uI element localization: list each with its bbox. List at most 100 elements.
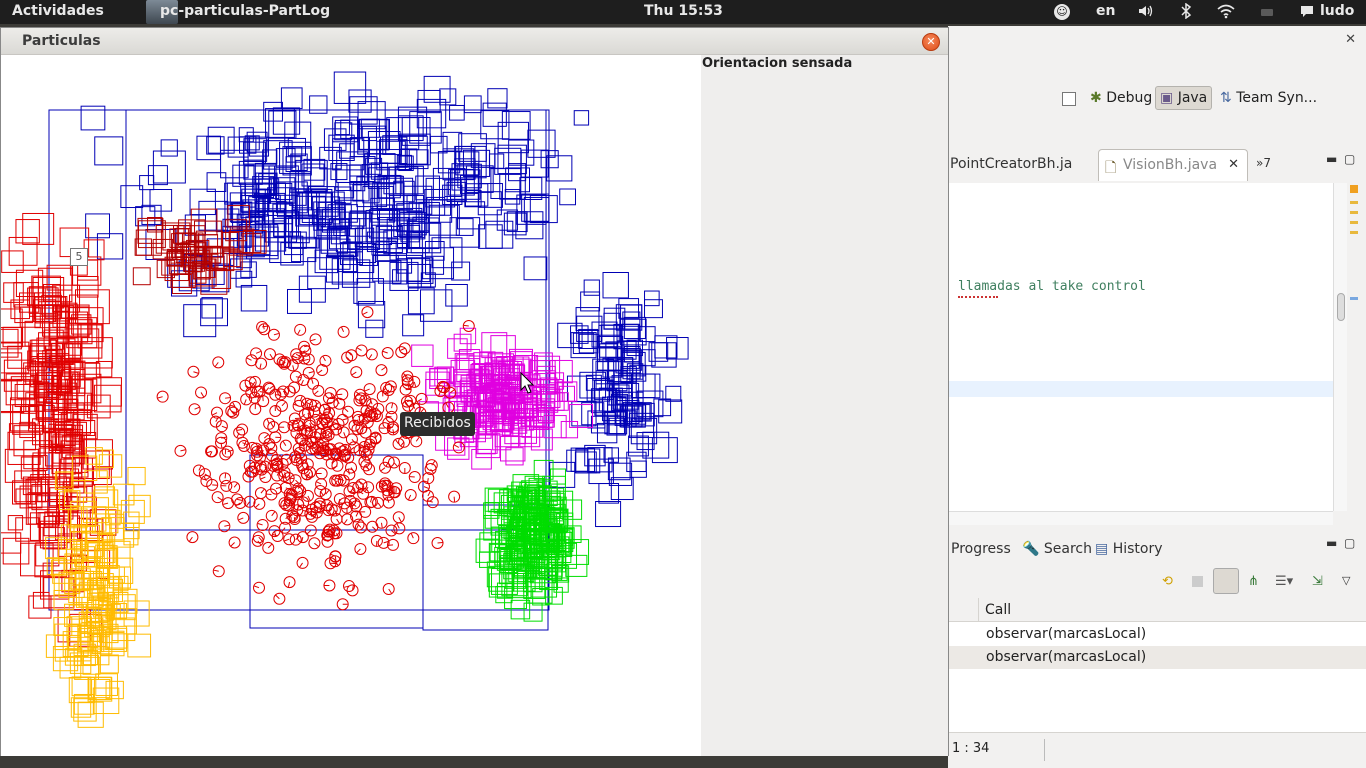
particle-orientation-marker xyxy=(219,392,232,405)
close-tab-icon[interactable]: ✕ xyxy=(1228,157,1240,172)
table-row[interactable]: observar(marcasLocal) xyxy=(948,646,1366,669)
particle-orientation-marker xyxy=(211,491,224,504)
particle-orientation-marker xyxy=(354,521,367,534)
app-menu-button[interactable] xyxy=(132,0,332,24)
ruler-mark[interactable] xyxy=(1350,201,1358,204)
particle-green xyxy=(523,484,541,502)
particle-blue xyxy=(337,181,355,199)
column-separator[interactable] xyxy=(978,598,979,622)
app-menu-label[interactable]: pc-particulas-PartLog xyxy=(160,3,331,19)
callers-toggle-icon[interactable] xyxy=(1213,568,1239,594)
tab-search[interactable]: 🔦 Search xyxy=(1022,541,1092,557)
maximize-icon[interactable]: ▢ xyxy=(1344,536,1356,550)
wifi-icon[interactable] xyxy=(1217,3,1235,23)
scrollbar-thumb[interactable] xyxy=(1337,293,1345,321)
chat-icon[interactable] xyxy=(1299,3,1315,23)
particle-blue xyxy=(587,410,606,429)
editor-horizontal-scrollbar[interactable] xyxy=(948,511,1333,525)
particle-orange xyxy=(110,608,137,635)
particle-orientation-marker xyxy=(291,504,304,517)
stop-icon[interactable] xyxy=(1192,576,1203,587)
particle-orange xyxy=(98,604,114,621)
particle-orientation-marker xyxy=(363,463,376,476)
code-editor[interactable]: llamadas al take control xyxy=(948,183,1333,519)
particle-orange xyxy=(70,697,92,718)
perspective-team-sync[interactable]: ⇅ Team Syn... xyxy=(1220,90,1317,106)
battery-icon[interactable] xyxy=(1261,9,1273,16)
particle-orientation-marker xyxy=(401,374,414,387)
tab-history[interactable]: ▤ History xyxy=(1095,541,1163,557)
minimize-icon[interactable]: ▬ xyxy=(1326,152,1338,166)
particle-blue xyxy=(229,192,260,223)
particle-orange xyxy=(64,603,88,627)
volume-icon[interactable] xyxy=(1137,3,1153,23)
perspective-team-label: Team Syn... xyxy=(1236,90,1318,106)
activities-button[interactable]: Actividades xyxy=(12,3,104,19)
bluetooth-icon[interactable] xyxy=(1180,2,1192,23)
particle-magenta xyxy=(449,392,468,411)
clock[interactable]: Thu 15:53 xyxy=(644,3,723,19)
close-icon[interactable]: ✕ xyxy=(1345,32,1356,47)
call-hierarchy-toolbar: ⟲ ⋔ ☰▾ ⇲ ▽ xyxy=(948,564,1366,598)
particle-magenta xyxy=(483,384,510,411)
particle-blue xyxy=(375,240,397,262)
overview-ruler[interactable] xyxy=(1349,183,1359,513)
particle-orientation-marker xyxy=(258,323,271,336)
editor-vertical-scrollbar[interactable] xyxy=(1333,183,1347,511)
ruler-mark[interactable] xyxy=(1350,211,1358,214)
table-row[interactable]: observar(marcasLocal) xyxy=(948,623,1366,646)
particle-blue xyxy=(262,149,278,165)
more-tabs-button[interactable]: »7 xyxy=(1256,156,1271,170)
particle-blue xyxy=(603,447,619,463)
particle-blue xyxy=(386,117,420,151)
open-perspective-icon[interactable] xyxy=(1062,92,1076,106)
particle-orientation-marker xyxy=(283,576,296,589)
call-cell: observar(marcasLocal) xyxy=(986,649,1147,665)
accessibility-icon[interactable]: ☺ xyxy=(1054,4,1070,20)
particle-blue xyxy=(446,181,467,203)
particle-green xyxy=(483,515,509,541)
particle-canvas[interactable]: 5 Recibidos xyxy=(1,55,701,756)
ruler-mark[interactable] xyxy=(1350,297,1358,300)
particle-orientation-marker xyxy=(379,461,392,474)
particle-orientation-marker xyxy=(407,532,420,545)
tab-vision[interactable]: 🗋 VisionBh.java ✕ xyxy=(1098,149,1249,181)
particle-red xyxy=(197,234,219,255)
particle-red xyxy=(134,238,152,256)
view-menu-icon[interactable]: ▽ xyxy=(1342,574,1351,587)
minimize-icon[interactable]: ▬ xyxy=(1326,536,1338,550)
callees-icon[interactable]: ⋔ xyxy=(1248,574,1259,589)
particle-orange xyxy=(87,579,109,602)
refresh-icon[interactable]: ⟲ xyxy=(1162,574,1173,589)
ruler-mark[interactable] xyxy=(1350,231,1358,234)
tab-pointcreator[interactable]: PointCreatorBh.ja xyxy=(950,156,1073,172)
particle-blue xyxy=(621,351,646,377)
perspective-java[interactable]: ▣ Java xyxy=(1155,86,1213,110)
particle-blue xyxy=(395,254,423,282)
particle-blue xyxy=(244,135,260,151)
particle-orientation-marker xyxy=(384,380,397,393)
particle-blue xyxy=(291,236,317,263)
pin-icon[interactable]: ⇲ xyxy=(1312,574,1323,589)
perspective-debug[interactable]: ✱ Debug xyxy=(1090,90,1152,106)
particle-orange xyxy=(59,491,78,511)
window-titlebar[interactable]: Particulas ✕ xyxy=(1,28,948,55)
particle-orientation-marker xyxy=(365,348,378,361)
tab-progress[interactable]: Progress xyxy=(951,541,1011,557)
particle-orientation-marker xyxy=(398,435,411,448)
call-column-header[interactable]: Call xyxy=(985,602,1012,618)
particle-orientation-marker xyxy=(362,481,375,494)
maximize-icon[interactable]: ▢ xyxy=(1344,152,1356,166)
ruler-mark[interactable] xyxy=(1350,185,1358,193)
layout-menu-icon[interactable]: ☰▾ xyxy=(1275,574,1294,589)
particle-magenta xyxy=(460,377,477,394)
ruler-mark[interactable] xyxy=(1350,221,1358,224)
close-icon[interactable]: ✕ xyxy=(922,33,940,51)
particle-blue xyxy=(238,127,254,143)
particle-blue xyxy=(284,121,312,149)
particle-blue xyxy=(450,169,481,200)
particle-blue xyxy=(457,163,482,189)
keyboard-language[interactable]: en xyxy=(1096,3,1116,19)
particle-orientation-marker xyxy=(336,598,349,611)
user-menu[interactable]: ludo xyxy=(1320,3,1355,19)
